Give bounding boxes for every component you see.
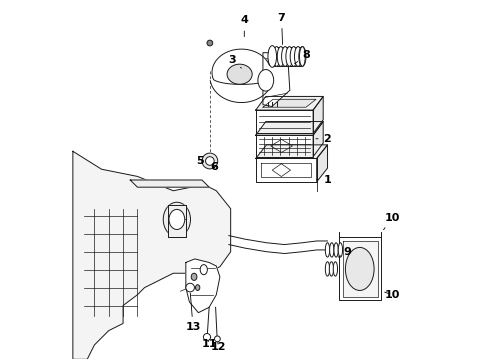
Ellipse shape [290,46,297,66]
Ellipse shape [294,46,302,66]
Polygon shape [263,99,316,107]
Text: 7: 7 [278,13,286,45]
Text: 13: 13 [185,293,201,332]
Ellipse shape [196,285,200,291]
Ellipse shape [286,46,293,66]
Ellipse shape [202,153,218,169]
Polygon shape [256,135,313,157]
Ellipse shape [258,69,274,91]
Text: 2: 2 [316,134,331,144]
Text: 1: 1 [317,175,331,185]
Text: 10: 10 [384,290,400,300]
Polygon shape [263,53,290,107]
Polygon shape [256,145,327,158]
Ellipse shape [273,46,280,66]
Ellipse shape [325,262,330,276]
Text: 6: 6 [211,162,219,172]
Polygon shape [73,151,231,359]
Ellipse shape [268,46,276,67]
Polygon shape [212,49,270,85]
Polygon shape [317,145,327,182]
Text: 4: 4 [241,15,248,37]
Polygon shape [186,259,220,313]
Ellipse shape [345,247,374,291]
Ellipse shape [205,157,214,165]
Ellipse shape [227,64,252,84]
Ellipse shape [299,46,306,66]
Polygon shape [130,180,209,187]
Ellipse shape [333,262,338,276]
Polygon shape [261,163,311,177]
Text: 12: 12 [211,342,226,352]
Polygon shape [256,110,313,134]
Text: 8: 8 [294,50,311,64]
Ellipse shape [269,46,276,66]
Text: 5: 5 [196,156,204,166]
Ellipse shape [338,243,343,257]
Ellipse shape [329,262,334,276]
Polygon shape [313,96,323,134]
Polygon shape [313,122,323,157]
Ellipse shape [299,46,305,66]
Polygon shape [168,205,186,237]
Ellipse shape [325,243,330,257]
Text: 3: 3 [228,55,242,68]
Ellipse shape [330,243,334,257]
Polygon shape [256,96,323,110]
Polygon shape [256,122,323,135]
Ellipse shape [215,336,220,342]
Ellipse shape [191,273,197,280]
Polygon shape [343,241,378,297]
Ellipse shape [207,40,213,46]
Ellipse shape [200,265,207,275]
Ellipse shape [163,202,191,237]
Polygon shape [256,158,317,182]
Text: 9: 9 [338,247,351,257]
Ellipse shape [334,243,338,257]
Text: 10: 10 [384,213,400,230]
Ellipse shape [282,46,289,66]
Ellipse shape [277,46,285,66]
Ellipse shape [169,210,185,229]
Polygon shape [339,237,381,300]
Ellipse shape [186,283,195,292]
Text: 11: 11 [201,339,217,349]
Ellipse shape [203,333,211,341]
